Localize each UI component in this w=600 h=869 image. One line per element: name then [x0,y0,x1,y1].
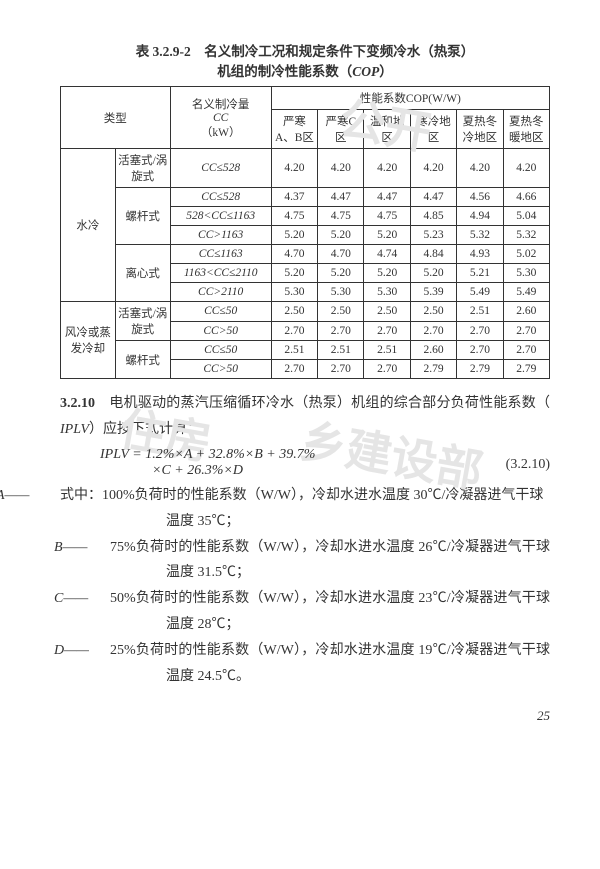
table-title-line1: 表 3.2.9-2 名义制冷工况和规定条件下变频冷水（热泵） [60,40,550,60]
formula-block: IPLV = 1.2%×A + 32.8%×B + 39.7% (3.2.10)… [100,447,550,479]
page-number: 25 [60,708,550,724]
head-type: 类型 [61,87,171,149]
table-row: 风冷或蒸发冷却 活塞式/涡旋式 CC≤50 2.502.502.502.502.… [61,302,550,322]
equation-number: (3.2.10) [506,457,550,473]
subgroup5: 螺杆式 [115,341,170,379]
table-row: 离心式 CC≤1163 4.704.704.744.844.935.02 [61,245,550,264]
cop-table: 类型 名义制冷量 CC （kW） 性能系数COP(W/W) 严寒A、B区 严寒C… [60,86,550,379]
formula-line1: IPLV = 1.2%×A + 32.8%×B + 39.7% [100,447,315,463]
table-title-line2: 机组的制冷性能系数（COP） [60,60,550,80]
table-title: 表 3.2.9-2 名义制冷工况和规定条件下变频冷水（热泵） 机组的制冷性能系数… [60,40,550,80]
head-col4: 寒冷地区 [410,110,456,149]
subgroup2: 螺杆式 [115,188,170,245]
def-D: D——25%负荷时的性能系数（W/W），冷却水进水温度 19℃/冷凝器进气干球温… [60,638,550,690]
subgroup1: 活塞式/涡旋式 [115,149,170,188]
group1: 水冷 [61,149,116,302]
def-B: B——75%负荷时的性能系数（W/W），冷却水进水温度 26℃/冷凝器进气干球温… [60,535,550,587]
definitions: 式中：A——100%负荷时的性能系数（W/W），冷却水进水温度 30℃/冷凝器进… [60,483,550,690]
table-row: 螺杆式 CC≤50 2.512.512.512.602.702.70 [61,341,550,360]
def-A: 式中：A——100%负荷时的性能系数（W/W），冷却水进水温度 30℃/冷凝器进… [60,483,550,535]
section-number: 3.2.10 [60,396,95,411]
head-cc: 名义制冷量 CC （kW） [170,87,271,149]
head-col1: 严寒A、B区 [271,110,317,149]
subgroup3: 离心式 [115,245,170,302]
table-row: 水冷 活塞式/涡旋式 CC≤528 4.204.204.204.204.204.… [61,149,550,188]
subgroup4: 活塞式/涡旋式 [115,302,170,341]
formula-line2: ×C + 26.3%×D [152,463,243,479]
head-col6: 夏热冬暖地区 [503,110,549,149]
head-col5: 夏热冬冷地区 [457,110,503,149]
group2: 风冷或蒸发冷却 [61,302,116,379]
table-row: 螺杆式 CC≤528 4.374.474.474.474.564.66 [61,188,550,207]
def-C: C——50%负荷时的性能系数（W/W），冷却水进水温度 23℃/冷凝器进气干球温… [60,586,550,638]
paragraph-3210: 3.2.10 电机驱动的蒸汽压缩循环冷水（热泵）机组的综合部分负荷性能系数（IP… [60,391,550,443]
head-col2: 严寒C区 [318,110,364,149]
head-cop: 性能系数COP(W/W) [271,87,549,110]
document-page: 公开 住房 乡建设部 表 3.2.9-2 名义制冷工况和规定条件下变频冷水（热泵… [0,0,600,869]
head-col3: 温和地区 [364,110,410,149]
